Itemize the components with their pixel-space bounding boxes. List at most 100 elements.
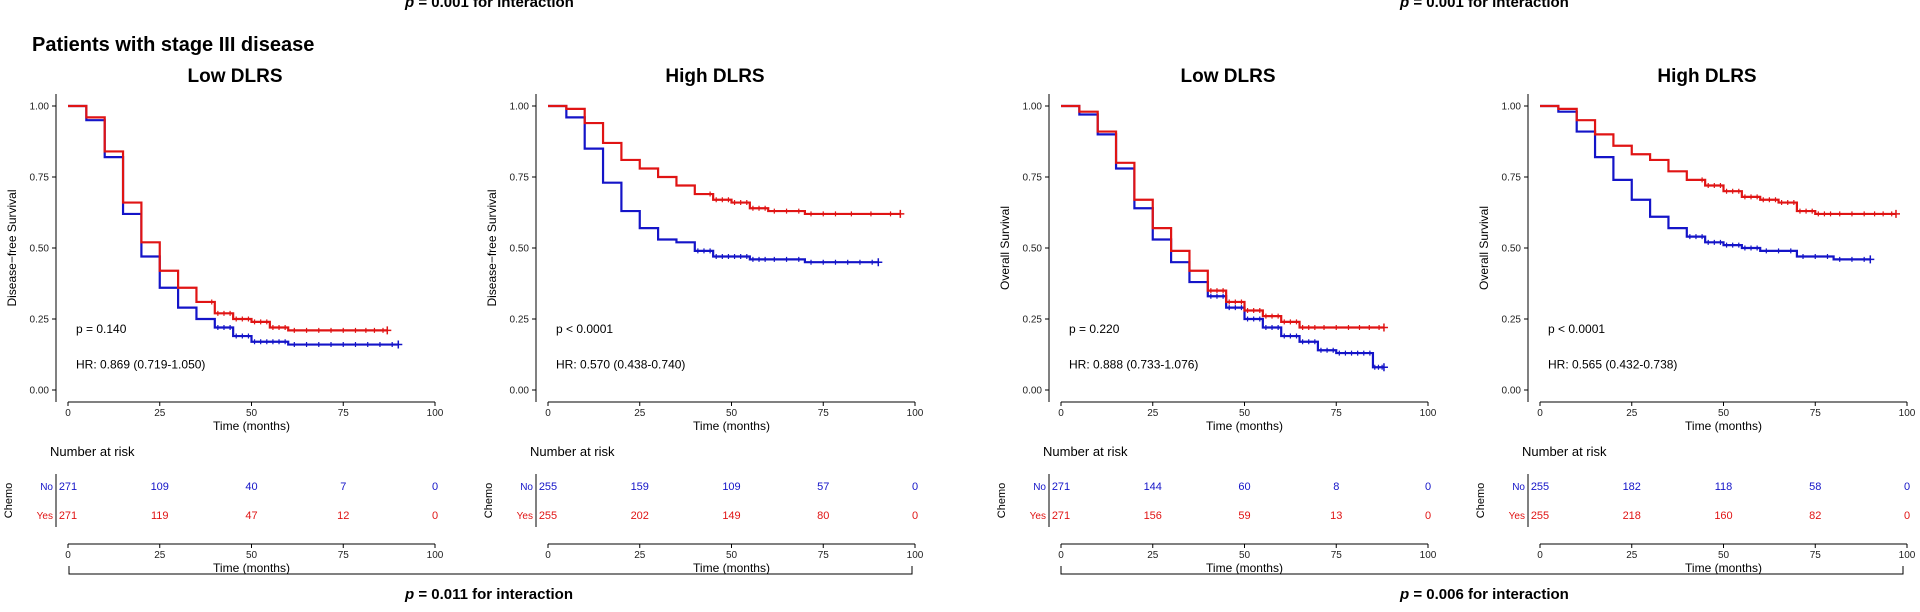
end-censor-mark bbox=[896, 209, 905, 218]
censor-mark bbox=[1828, 211, 1834, 217]
p-value-label: p = 0.220 bbox=[1069, 322, 1120, 336]
censor-mark bbox=[820, 259, 826, 265]
y-tick-label: 0.00 bbox=[1023, 386, 1043, 397]
censor-mark bbox=[1336, 350, 1342, 356]
censor-mark bbox=[707, 248, 713, 254]
censor-mark bbox=[316, 327, 322, 333]
censor-mark bbox=[762, 205, 768, 211]
panel-title: High DLRS bbox=[1657, 66, 1757, 87]
risk-count-yes: 0 bbox=[432, 510, 438, 522]
censor-mark bbox=[1321, 325, 1327, 331]
risk-count-yes: 0 bbox=[1904, 510, 1910, 522]
risk-count-yes: 0 bbox=[1425, 510, 1431, 522]
x-tick-label: 50 bbox=[1239, 408, 1251, 419]
risk-count-yes: 255 bbox=[539, 510, 557, 522]
y-tick-label: 0.00 bbox=[510, 386, 530, 397]
censor-mark bbox=[756, 256, 762, 262]
risk-x-tick-label: 100 bbox=[1899, 550, 1916, 561]
risk-table-title: Number at risk bbox=[1043, 444, 1128, 459]
censor-mark bbox=[1705, 239, 1711, 245]
censor-mark bbox=[365, 342, 371, 348]
censor-mark bbox=[1754, 245, 1760, 251]
censor-mark bbox=[1880, 211, 1886, 217]
risk-count-no: 109 bbox=[722, 481, 740, 493]
censor-mark bbox=[1797, 208, 1803, 214]
y-tick-label: 0.50 bbox=[1023, 244, 1043, 255]
km-curve-yes bbox=[548, 104, 901, 216]
risk-group-label-yes: Yes bbox=[1030, 511, 1046, 522]
censor-mark bbox=[1849, 256, 1855, 262]
censor-mark bbox=[1717, 239, 1723, 245]
censor-mark bbox=[1763, 248, 1769, 254]
censor-mark bbox=[270, 339, 276, 345]
risk-count-no: 0 bbox=[912, 481, 918, 493]
risk-count-yes: 13 bbox=[1330, 510, 1342, 522]
censor-mark bbox=[1791, 200, 1797, 206]
censor-mark bbox=[227, 325, 233, 331]
risk-group-label-no: No bbox=[1033, 482, 1046, 493]
risk-count-yes: 218 bbox=[1623, 510, 1641, 522]
censor-mark bbox=[264, 339, 270, 345]
censor-mark bbox=[352, 327, 358, 333]
censor-mark bbox=[1361, 350, 1367, 356]
censor-mark bbox=[1699, 234, 1705, 240]
censor-mark bbox=[340, 342, 346, 348]
censor-mark bbox=[857, 259, 863, 265]
risk-x-tick-label: 25 bbox=[1626, 550, 1638, 561]
censor-mark bbox=[1760, 197, 1766, 203]
risk-x-axis-label: Time (months) bbox=[693, 561, 770, 575]
censor-mark bbox=[1717, 183, 1723, 189]
censor-mark bbox=[252, 319, 258, 325]
interaction-p-label-2: p bbox=[1400, 586, 1410, 603]
censor-mark bbox=[1275, 325, 1281, 331]
censor-mark bbox=[1861, 256, 1867, 262]
risk-x-tick-label: 75 bbox=[1810, 550, 1822, 561]
km-panel-3: Low DLRS 0.00 0.25 0.50 0.75 1.00 0 25 50 75 100 T… bbox=[993, 60, 1463, 580]
censor-mark bbox=[1245, 307, 1251, 313]
censor-mark bbox=[1238, 305, 1244, 311]
risk-x-tick-label: 50 bbox=[726, 550, 738, 561]
risk-table-title: Number at risk bbox=[50, 444, 135, 459]
censor-mark bbox=[304, 342, 310, 348]
censor-mark bbox=[1705, 183, 1711, 189]
x-tick-label: 0 bbox=[65, 408, 71, 419]
risk-x-tick-label: 100 bbox=[907, 550, 924, 561]
censor-mark bbox=[1366, 325, 1372, 331]
y-tick-label: 1.00 bbox=[1502, 102, 1522, 113]
censor-mark bbox=[215, 325, 221, 331]
censor-mark bbox=[1349, 350, 1355, 356]
risk-count-no: 144 bbox=[1144, 481, 1162, 493]
censor-mark bbox=[869, 259, 875, 265]
censor-mark bbox=[713, 254, 719, 260]
y-tick-label: 0.00 bbox=[1502, 386, 1522, 397]
censor-mark bbox=[1861, 211, 1867, 217]
panel-title: Low DLRS bbox=[187, 66, 283, 87]
p-value-label: p < 0.0001 bbox=[1548, 322, 1605, 336]
censor-mark bbox=[762, 256, 768, 262]
risk-count-yes: 255 bbox=[1531, 510, 1549, 522]
censor-mark bbox=[1824, 254, 1830, 260]
censor-mark bbox=[252, 339, 258, 345]
censor-mark bbox=[1220, 293, 1226, 299]
risk-x-tick-label: 50 bbox=[1239, 550, 1251, 561]
censor-mark bbox=[239, 316, 245, 322]
censor-mark bbox=[1226, 305, 1232, 311]
y-tick-label: 0.50 bbox=[30, 244, 50, 255]
end-censor-mark bbox=[1866, 255, 1875, 264]
censor-mark bbox=[1257, 307, 1263, 313]
x-axis-label: Time (months) bbox=[213, 419, 290, 433]
risk-count-no: 182 bbox=[1623, 481, 1641, 493]
censor-mark bbox=[1837, 211, 1843, 217]
censor-mark bbox=[1324, 347, 1330, 353]
x-tick-label: 100 bbox=[907, 408, 924, 419]
prev-p-label-2: p bbox=[1400, 0, 1410, 11]
risk-group-label-yes: Yes bbox=[517, 511, 533, 522]
censor-mark bbox=[1367, 350, 1373, 356]
risk-x-tick-label: 25 bbox=[1147, 550, 1159, 561]
interaction-p-rest-2: = 0.006 for interaction bbox=[1409, 586, 1569, 603]
censor-mark bbox=[227, 310, 233, 316]
x-tick-label: 50 bbox=[1718, 408, 1730, 419]
censor-mark bbox=[1263, 313, 1269, 319]
censor-mark bbox=[732, 200, 738, 206]
censor-mark bbox=[1275, 313, 1281, 319]
